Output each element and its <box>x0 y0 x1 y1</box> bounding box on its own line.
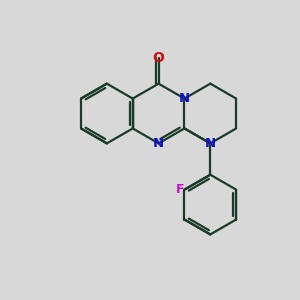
Text: N: N <box>179 92 190 105</box>
Text: F: F <box>176 183 185 196</box>
Text: N: N <box>153 137 164 150</box>
Text: N: N <box>205 137 216 150</box>
Text: O: O <box>153 51 164 65</box>
